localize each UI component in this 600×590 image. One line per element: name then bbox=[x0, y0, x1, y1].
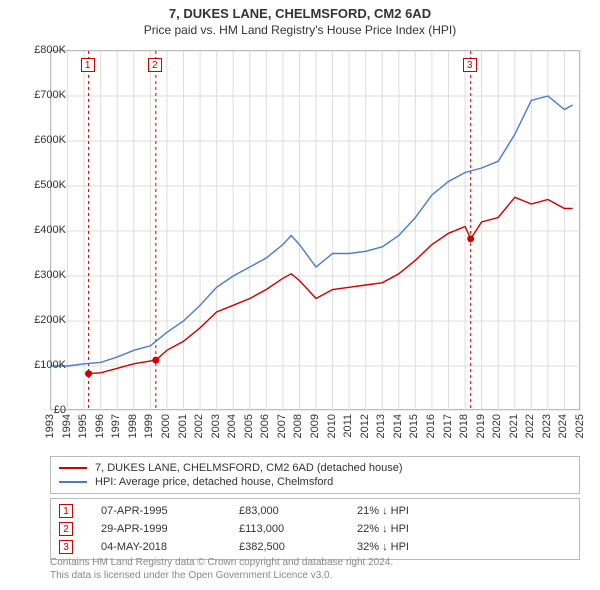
x-tick-label: 2012 bbox=[359, 414, 371, 438]
x-tick-label: 2021 bbox=[508, 414, 520, 438]
y-tick-label: £200K bbox=[34, 314, 66, 326]
footer-line-2: This data is licensed under the Open Gov… bbox=[50, 569, 580, 582]
legend-item: 7, DUKES LANE, CHELMSFORD, CM2 6AD (deta… bbox=[59, 461, 571, 475]
sale-row: 3 04-MAY-2018 £382,500 32% ↓ HPI bbox=[59, 538, 571, 556]
legend-item: HPI: Average price, detached house, Chel… bbox=[59, 475, 571, 489]
sale-marker-1: 1 bbox=[81, 58, 95, 72]
sales-table: 1 07-APR-1995 £83,000 21% ↓ HPI 2 29-APR-1999… bbox=[50, 498, 580, 560]
footer-attribution: Contains HM Land Registry data © Crown c… bbox=[50, 556, 580, 582]
y-tick-label: £500K bbox=[34, 179, 66, 191]
x-tick-label: 2010 bbox=[326, 414, 338, 438]
x-tick-label: 2019 bbox=[475, 414, 487, 438]
x-tick-label: 2024 bbox=[557, 414, 569, 438]
legend-swatch bbox=[59, 481, 87, 483]
x-tick-label: 2013 bbox=[375, 414, 387, 438]
page-subtitle: Price paid vs. HM Land Registry's House … bbox=[0, 21, 600, 43]
x-tick-label: 1999 bbox=[143, 414, 155, 438]
y-tick-label: £100K bbox=[34, 359, 66, 371]
sale-date: 07-APR-1995 bbox=[101, 505, 211, 517]
sale-price: £83,000 bbox=[239, 505, 329, 517]
chart-svg bbox=[51, 51, 581, 411]
sale-price: £113,000 bbox=[239, 523, 329, 535]
x-tick-label: 2006 bbox=[259, 414, 271, 438]
footer-line-1: Contains HM Land Registry data © Crown c… bbox=[50, 556, 580, 569]
chart-legend: 7, DUKES LANE, CHELMSFORD, CM2 6AD (deta… bbox=[50, 456, 580, 494]
x-tick-label: 2017 bbox=[442, 414, 454, 438]
y-tick-label: £300K bbox=[34, 269, 66, 281]
sale-marker-2: 2 bbox=[148, 58, 162, 72]
legend-label: HPI: Average price, detached house, Chel… bbox=[95, 476, 333, 488]
x-tick-label: 2001 bbox=[177, 414, 189, 438]
chart-plot-area bbox=[50, 50, 580, 410]
y-tick-label: £600K bbox=[34, 134, 66, 146]
sale-hpi-delta: 32% ↓ HPI bbox=[357, 541, 409, 553]
x-tick-label: 2023 bbox=[541, 414, 553, 438]
sale-date: 29-APR-1999 bbox=[101, 523, 211, 535]
x-tick-label: 2002 bbox=[193, 414, 205, 438]
x-tick-label: 2025 bbox=[574, 414, 586, 438]
sale-marker-3: 3 bbox=[463, 58, 477, 72]
x-tick-label: 1997 bbox=[110, 414, 122, 438]
x-tick-label: 2011 bbox=[342, 414, 354, 438]
x-tick-label: 2009 bbox=[309, 414, 321, 438]
x-tick-label: 2008 bbox=[292, 414, 304, 438]
x-tick-label: 2000 bbox=[160, 414, 172, 438]
x-tick-label: 2020 bbox=[491, 414, 503, 438]
x-tick-label: 2018 bbox=[458, 414, 470, 438]
sale-hpi-delta: 22% ↓ HPI bbox=[357, 523, 409, 535]
x-tick-label: 2007 bbox=[276, 414, 288, 438]
x-tick-label: 1994 bbox=[61, 414, 73, 438]
legend-label: 7, DUKES LANE, CHELMSFORD, CM2 6AD (deta… bbox=[95, 462, 403, 474]
legend-swatch bbox=[59, 467, 87, 469]
x-tick-label: 2004 bbox=[226, 414, 238, 438]
page-title: 7, DUKES LANE, CHELMSFORD, CM2 6AD bbox=[0, 0, 600, 21]
x-tick-label: 2016 bbox=[425, 414, 437, 438]
sale-number-badge: 2 bbox=[59, 522, 73, 536]
sale-number-badge: 1 bbox=[59, 504, 73, 518]
x-tick-label: 2022 bbox=[524, 414, 536, 438]
sale-row: 1 07-APR-1995 £83,000 21% ↓ HPI bbox=[59, 502, 571, 520]
x-tick-label: 1996 bbox=[94, 414, 106, 438]
x-tick-label: 2014 bbox=[392, 414, 404, 438]
x-tick-label: 1993 bbox=[44, 414, 56, 438]
sale-price: £382,500 bbox=[239, 541, 329, 553]
x-tick-label: 2015 bbox=[408, 414, 420, 438]
x-tick-label: 2005 bbox=[243, 414, 255, 438]
x-tick-label: 2003 bbox=[210, 414, 222, 438]
sale-hpi-delta: 21% ↓ HPI bbox=[357, 505, 409, 517]
y-tick-label: £400K bbox=[34, 224, 66, 236]
sale-number-badge: 3 bbox=[59, 540, 73, 554]
x-tick-label: 1995 bbox=[77, 414, 89, 438]
x-tick-label: 1998 bbox=[127, 414, 139, 438]
sale-row: 2 29-APR-1999 £113,000 22% ↓ HPI bbox=[59, 520, 571, 538]
y-tick-label: £700K bbox=[34, 89, 66, 101]
sale-date: 04-MAY-2018 bbox=[101, 541, 211, 553]
y-tick-label: £800K bbox=[34, 44, 66, 56]
